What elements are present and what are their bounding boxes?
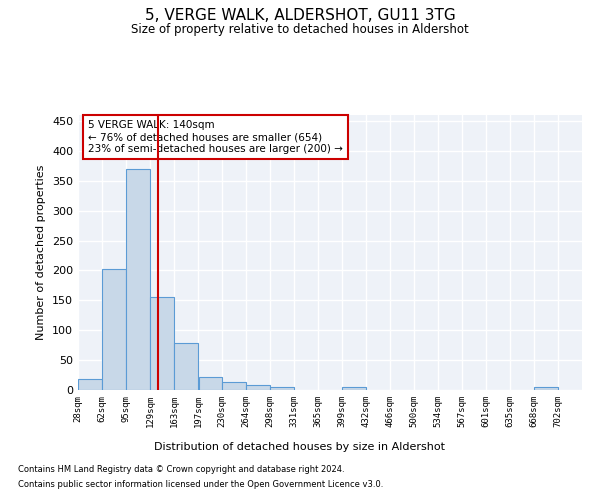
Text: Distribution of detached houses by size in Aldershot: Distribution of detached houses by size … (155, 442, 445, 452)
Bar (343, 387, 366, 390)
Bar (271, 387, 294, 390)
Text: Size of property relative to detached houses in Aldershot: Size of property relative to detached ho… (131, 22, 469, 36)
Bar (103, 269, 126, 390)
Bar (199, 378, 222, 390)
Bar (175, 344, 198, 390)
Bar (222, 382, 246, 390)
Text: 5 VERGE WALK: 140sqm
← 76% of detached houses are smaller (654)
23% of semi-deta: 5 VERGE WALK: 140sqm ← 76% of detached h… (88, 120, 343, 154)
Bar (534, 387, 557, 390)
Text: Contains public sector information licensed under the Open Government Licence v3: Contains public sector information licen… (18, 480, 383, 489)
Bar (246, 385, 270, 390)
Y-axis label: Number of detached properties: Number of detached properties (37, 165, 46, 340)
Bar (150, 296, 174, 390)
Text: Contains HM Land Registry data © Crown copyright and database right 2024.: Contains HM Land Registry data © Crown c… (18, 465, 344, 474)
Bar (78, 379, 102, 390)
Bar (126, 170, 149, 390)
Text: 5, VERGE WALK, ALDERSHOT, GU11 3TG: 5, VERGE WALK, ALDERSHOT, GU11 3TG (145, 8, 455, 22)
